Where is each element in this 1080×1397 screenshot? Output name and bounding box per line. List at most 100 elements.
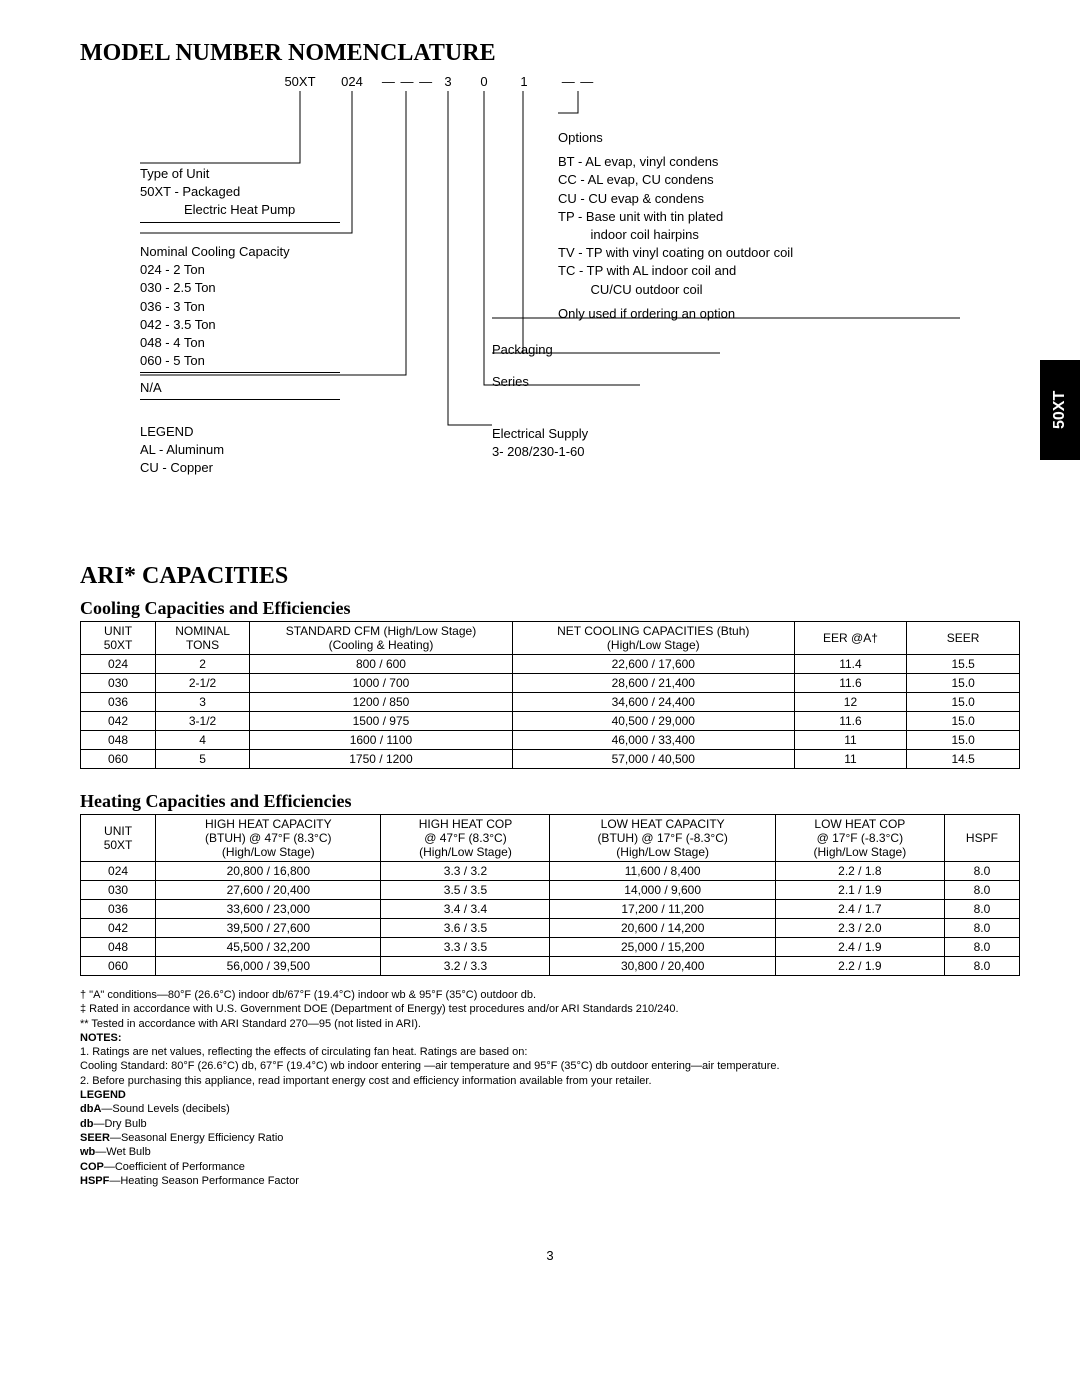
na-label: N/A [140, 379, 340, 397]
nominal-row: 030 - 2.5 Ton [140, 279, 420, 297]
table-cell: 2.1 / 1.9 [775, 881, 944, 900]
series-label: Series [492, 373, 529, 391]
table-cell: 024 [81, 655, 156, 674]
table-cell: 40,500 / 29,000 [512, 712, 794, 731]
table-cell: 2.2 / 1.8 [775, 862, 944, 881]
table-cell: 28,600 / 21,400 [512, 674, 794, 693]
cooling-table: UNIT50XTNOMINALTONSSTANDARD CFM (High/Lo… [80, 621, 1020, 769]
nominal-row: 036 - 3 Ton [140, 298, 420, 316]
legend-row: dbA—Sound Levels (decibels) [80, 1102, 1020, 1116]
heating-header: HSPF [944, 815, 1019, 862]
table-cell: 12 [794, 693, 907, 712]
cooling-header: NOMINALTONS [156, 622, 250, 655]
legend-row: AL - Aluminum [140, 441, 224, 459]
table-row: 0423-1/21500 / 97540,500 / 29,00011.615.… [81, 712, 1020, 731]
code-seg-1: 024 [336, 73, 368, 91]
legend-label: LEGEND [80, 1088, 1020, 1102]
options-row: TP - Base unit with tin plated [558, 208, 938, 226]
nominal-row: 024 - 2 Ton [140, 261, 420, 279]
table-cell: 1000 / 700 [250, 674, 513, 693]
heating-header: LOW HEAT CAPACITY(BTUH) @ 17°F (-8.3°C)(… [550, 815, 775, 862]
legend-row: CU - Copper [140, 459, 224, 477]
table-cell: 15.0 [907, 674, 1020, 693]
table-row: 06056,000 / 39,5003.2 / 3.330,800 / 20,4… [81, 957, 1020, 976]
footnote-ddagger: ‡ Rated in accordance with U.S. Governme… [80, 1002, 1020, 1016]
table-cell: 060 [81, 957, 156, 976]
options-row: TV - TP with vinyl coating on outdoor co… [558, 244, 938, 262]
footnote-star: ** Tested in accordance with ARI Standar… [80, 1017, 1020, 1031]
code-seg-3: 3 [442, 73, 454, 91]
table-cell: 3.4 / 3.4 [381, 900, 550, 919]
table-cell: 11.6 [794, 712, 907, 731]
nominal-row: 060 - 5 Ton [140, 352, 420, 370]
cooling-header: EER @A† [794, 622, 907, 655]
table-row: 04845,500 / 32,2003.3 / 3.525,000 / 15,2… [81, 938, 1020, 957]
legend-label: LEGEND [140, 423, 224, 441]
footnotes: † "A" conditions—80°F (26.6°C) indoor db… [80, 988, 1020, 1188]
table-cell: 25,000 / 15,200 [550, 938, 775, 957]
cooling-header: NET COOLING CAPACITIES (Btuh)(High/Low S… [512, 622, 794, 655]
table-cell: 2.3 / 2.0 [775, 919, 944, 938]
table-cell: 20,800 / 16,800 [156, 862, 381, 881]
heating-header: HIGH HEAT CAPACITY(BTUH) @ 47°F (8.3°C)(… [156, 815, 381, 862]
ari-title: ARI* CAPACITIES [80, 563, 1020, 590]
table-cell: 22,600 / 17,600 [512, 655, 794, 674]
nominal-row: 042 - 3.5 Ton [140, 316, 420, 334]
table-cell: 1200 / 850 [250, 693, 513, 712]
table-cell: 048 [81, 731, 156, 750]
table-cell: 56,000 / 39,500 [156, 957, 381, 976]
table-cell: 20,600 / 14,200 [550, 919, 775, 938]
footnote-dagger: † "A" conditions—80°F (26.6°C) indoor db… [80, 988, 1020, 1002]
table-cell: 11 [794, 750, 907, 769]
table-cell: 2-1/2 [156, 674, 250, 693]
table-cell: 4 [156, 731, 250, 750]
note-2: 2. Before purchasing this appliance, rea… [80, 1074, 1020, 1088]
table-row: 04841600 / 110046,000 / 33,4001115.0 [81, 731, 1020, 750]
type-of-unit-line2: Electric Heat Pump [140, 201, 420, 219]
table-cell: 46,000 / 33,400 [512, 731, 794, 750]
table-cell: 048 [81, 938, 156, 957]
options-row: TC - TP with AL indoor coil and [558, 262, 938, 280]
table-cell: 45,500 / 32,200 [156, 938, 381, 957]
series-block: Series [492, 373, 529, 391]
table-row: 0302-1/21000 / 70028,600 / 21,40011.615.… [81, 674, 1020, 693]
table-row: 03027,600 / 20,4003.5 / 3.514,000 / 9,60… [81, 881, 1020, 900]
notes-label: NOTES: [80, 1031, 1020, 1045]
table-row: 03633,600 / 23,0003.4 / 3.417,200 / 11,2… [81, 900, 1020, 919]
side-tab: 50XT [1040, 360, 1080, 460]
legend-row: COP—Coefficient of Performance [80, 1160, 1020, 1174]
nomenclature-diagram: 50XT 024 — — — 3 0 1 — — [80, 73, 1020, 473]
options-row: indoor coil hairpins [558, 226, 938, 244]
table-cell: 036 [81, 693, 156, 712]
cooling-subtitle: Cooling Capacities and Efficiencies [80, 598, 1020, 619]
na-block: N/A [140, 379, 340, 406]
table-cell: 15.0 [907, 731, 1020, 750]
table-row: 02420,800 / 16,8003.3 / 3.211,600 / 8,40… [81, 862, 1020, 881]
table-row: 06051750 / 120057,000 / 40,5001114.5 [81, 750, 1020, 769]
table-cell: 3.2 / 3.3 [381, 957, 550, 976]
code-seg-0: 50XT [280, 73, 320, 91]
options-row: BT - AL evap, vinyl condens [558, 153, 938, 171]
table-cell: 800 / 600 [250, 655, 513, 674]
packaging-block: Packaging [492, 341, 553, 359]
options-row: CU/CU outdoor coil [558, 281, 938, 299]
page-number: 3 [80, 1248, 1020, 1263]
options-row: CC - AL evap, CU condens [558, 171, 938, 189]
options-block: Options BT - AL evap, vinyl condens CC -… [558, 129, 938, 323]
type-of-unit-line: 50XT - Packaged [140, 183, 420, 201]
table-cell: 5 [156, 750, 250, 769]
table-cell: 11,600 / 8,400 [550, 862, 775, 881]
code-seg-5: 1 [518, 73, 530, 91]
heating-header: LOW HEAT COP@ 17°F (-8.3°C)(High/Low Sta… [775, 815, 944, 862]
table-cell: 8.0 [944, 957, 1019, 976]
table-cell: 11.6 [794, 674, 907, 693]
note-1: 1. Ratings are net values, reflecting th… [80, 1045, 1020, 1059]
table-cell: 8.0 [944, 881, 1019, 900]
table-cell: 34,600 / 24,400 [512, 693, 794, 712]
table-cell: 3.6 / 3.5 [381, 919, 550, 938]
table-cell: 14,000 / 9,600 [550, 881, 775, 900]
table-cell: 060 [81, 750, 156, 769]
table-cell: 33,600 / 23,000 [156, 900, 381, 919]
table-cell: 024 [81, 862, 156, 881]
table-cell: 3-1/2 [156, 712, 250, 731]
